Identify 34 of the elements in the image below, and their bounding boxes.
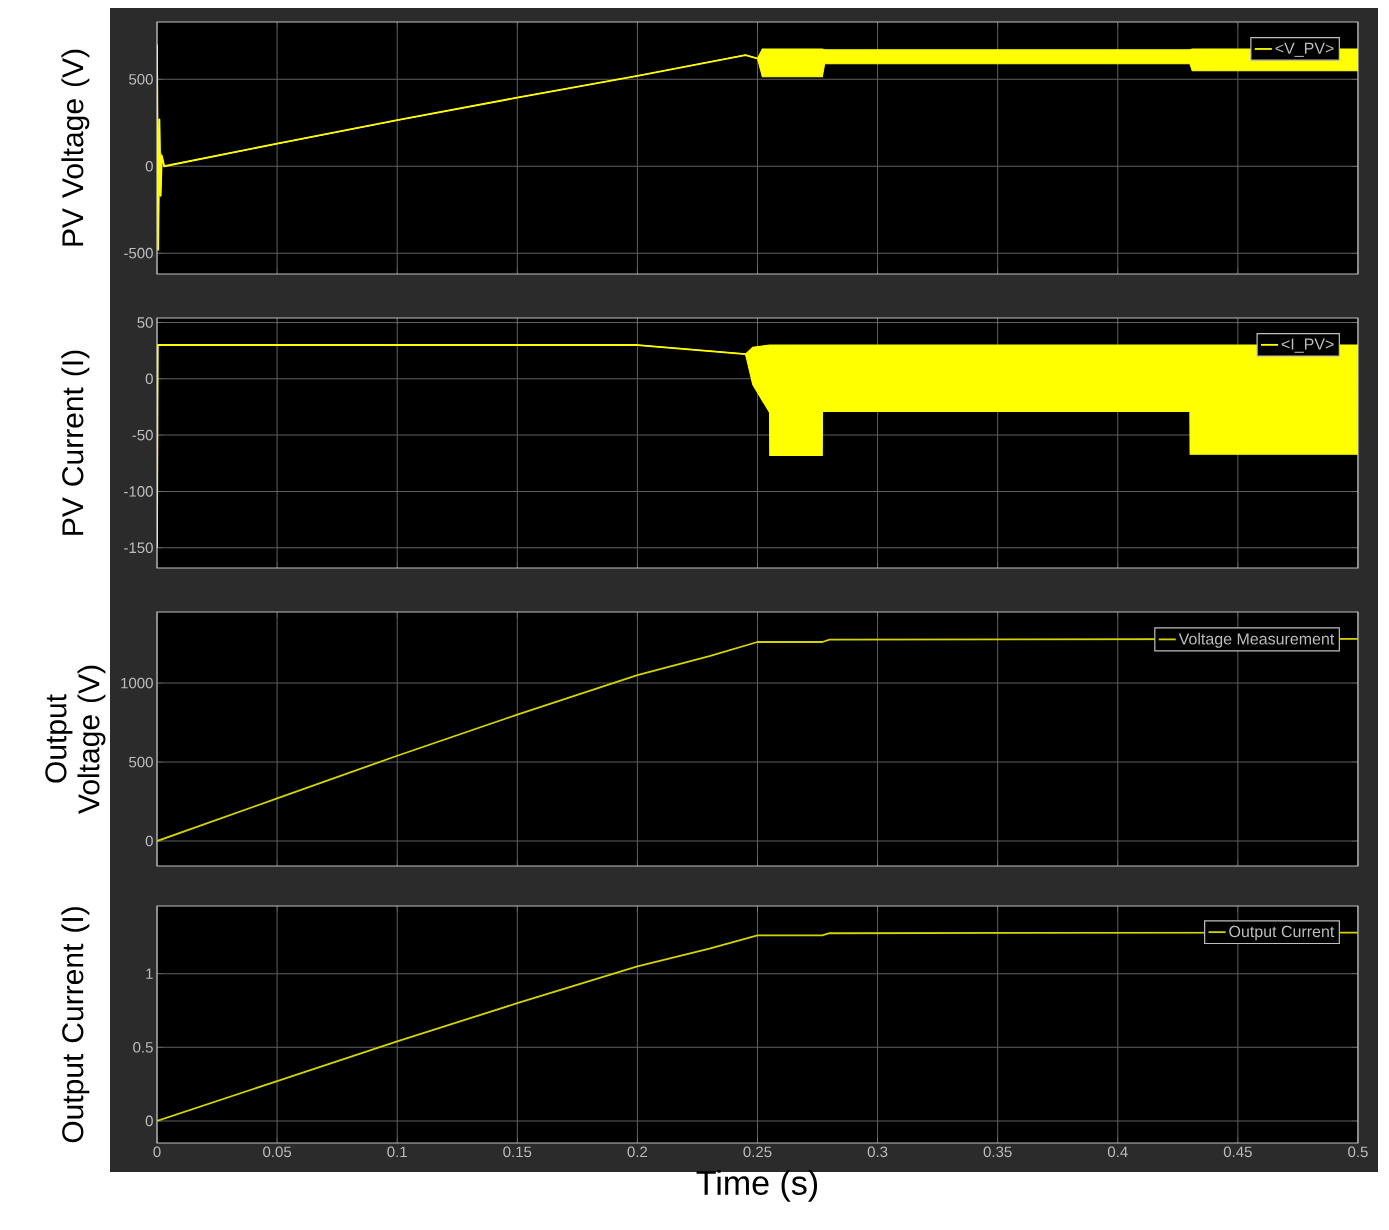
x-tick-label: 0.4 — [1107, 1146, 1128, 1158]
legend-label: Output Current — [1229, 925, 1335, 941]
x-tick-label: 0.35 — [983, 1146, 1012, 1158]
x-tick-label: 0.05 — [263, 1146, 292, 1158]
y-tick-label: 1 — [146, 968, 153, 979]
x-tick-label: 0.5 — [1348, 1146, 1368, 1158]
x-axis-title: Time (s) — [696, 1170, 818, 1202]
y-tick-label: 500 — [129, 74, 153, 85]
y-tick-label: 1000 — [121, 677, 153, 689]
x-tick-label: 0.45 — [1223, 1146, 1252, 1158]
x-tick-label: 0 — [153, 1146, 161, 1158]
x-tick-label: 0.25 — [743, 1146, 772, 1158]
y-tick-label: 50 — [137, 317, 153, 328]
y-tick-label: -50 — [132, 429, 153, 441]
x-tick-label: 0.15 — [503, 1146, 532, 1158]
y-axis-title: PV Voltage (V) — [61, 49, 90, 246]
y-tick-label: 0 — [145, 160, 153, 172]
y-tick-label: -100 — [124, 486, 153, 497]
y-axis-title: PV Current (I) — [61, 350, 90, 535]
legend-label: <V_PV> — [1275, 42, 1334, 57]
y-axis-title: Output Current (I) — [61, 907, 90, 1143]
y-tick-label: 500 — [129, 756, 153, 768]
y-tick-label: -150 — [124, 542, 153, 554]
y-axis-title: Output Voltage (V) — [45, 665, 106, 814]
x-tick-label: 0.2 — [627, 1146, 648, 1158]
y-tick-label: 0 — [145, 373, 153, 385]
x-tick-label: 0.1 — [387, 1146, 407, 1158]
legend-label: <I_PV> — [1281, 338, 1334, 353]
y-tick-label: 0 — [145, 1115, 153, 1127]
y-tick-label: -500 — [124, 247, 153, 259]
y-tick-label: 0 — [145, 835, 153, 847]
x-tick-label: 0.3 — [867, 1146, 888, 1158]
legend-label: Voltage Measurement — [1178, 632, 1335, 648]
y-tick-label: 0.5 — [133, 1042, 153, 1053]
